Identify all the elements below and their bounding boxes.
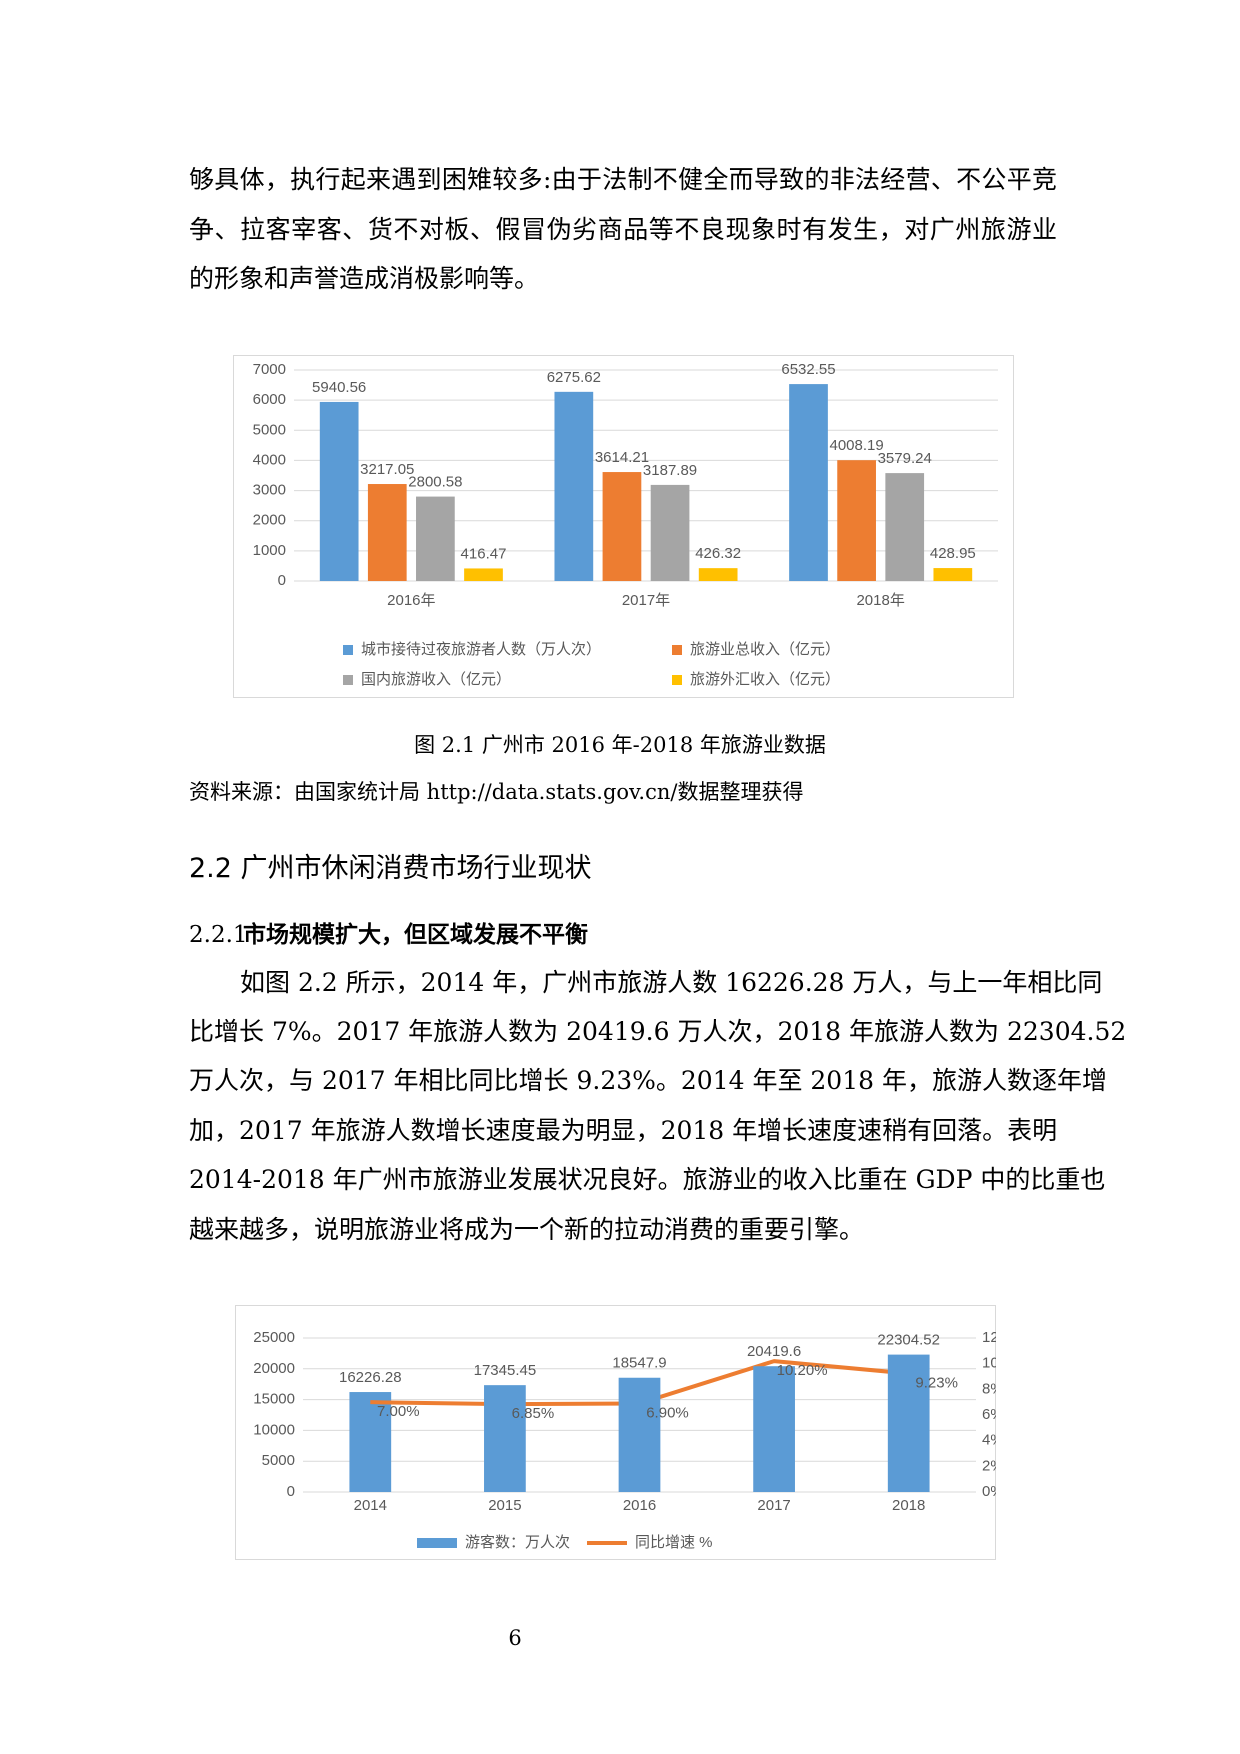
legend-swatch — [672, 675, 682, 685]
bar — [349, 1392, 392, 1492]
legend-label: 城市接待过夜旅游者人数（万人次） — [361, 641, 601, 658]
bar — [484, 1385, 526, 1492]
bar — [319, 401, 359, 581]
paragraph-line: 比增长 7%。2017 年旅游人数为 20419.6 万人次，2018 年旅游人… — [189, 1017, 1127, 1046]
data-label: 10.20% — [777, 1362, 828, 1379]
bar — [554, 391, 594, 581]
y-tick-label: 7000 — [253, 361, 286, 378]
y-tick-label: 1000 — [253, 542, 286, 559]
legend-swatch — [417, 1538, 457, 1548]
data-label: 22304.52 — [877, 1332, 940, 1349]
data-label: 2800.58 — [408, 474, 462, 491]
y2-tick-label: 8% — [982, 1380, 996, 1397]
y-tick-label: 15000 — [253, 1391, 295, 1408]
x-tick-label: 2016年 — [387, 592, 435, 609]
y-tick-label: 0 — [287, 1483, 295, 1500]
legend-swatch — [672, 645, 682, 655]
y-tick-label: 25000 — [253, 1329, 295, 1346]
data-label: 6.85% — [512, 1405, 555, 1422]
data-label: 4008.19 — [829, 437, 883, 454]
y-tick-label: 10000 — [253, 1421, 295, 1438]
bar — [789, 384, 828, 581]
data-label: 17345.45 — [474, 1362, 537, 1379]
figure-source: 资料来源：由国家统计局 http://data.stats.gov.cn/数据整… — [189, 780, 804, 804]
paragraph-line: 越来越多，说明旅游业将成为一个新的拉动消费的重要引擎。 — [189, 1215, 865, 1244]
y2-tick-label: 6% — [982, 1406, 996, 1423]
y2-tick-label: 12% — [982, 1329, 996, 1346]
subsection-number: 2.2.1 — [189, 922, 248, 948]
legend-label: 旅游外汇收入（亿元） — [690, 671, 840, 688]
bar — [933, 568, 973, 581]
bar — [618, 1377, 661, 1492]
chart: 0 5000 10000 15000 20000 25000 0% 2% 4% 6% 8% 10% 12… — [235, 1305, 996, 1560]
figure-caption: 图 2.1 广州市 2016 年-2018 年旅游业数据 — [414, 733, 826, 757]
chart: 0 1000 2000 3000 4000 5000 6000 7000 2016年 2017年 2… — [233, 355, 1014, 698]
paragraph-line: 的形象和声誉造成消极影响等。 — [189, 264, 540, 293]
bar — [887, 1354, 930, 1492]
bar — [464, 568, 503, 581]
bar — [885, 473, 925, 581]
x-tick-label: 2017 — [757, 1497, 790, 1514]
page-number: 6 — [508, 1626, 522, 1650]
x-tick-label: 2016 — [623, 1497, 656, 1514]
x-tick-label: 2018 — [892, 1497, 925, 1514]
data-label: 3579.24 — [878, 450, 932, 467]
bar — [753, 1366, 795, 1492]
legend-label: 同比增速 % — [635, 1534, 713, 1551]
data-label: 3614.21 — [595, 449, 649, 466]
bar — [698, 568, 738, 581]
data-label: 7.00% — [377, 1403, 420, 1420]
paragraph-line: 够具体，执行起来遇到困雉较多:由于法制不健全而导致的非法经营、不公平竞 — [189, 165, 1057, 194]
data-label: 3187.89 — [643, 462, 697, 479]
paragraph-line: 2014-2018 年广州市旅游业发展状况良好。旅游业的收入比重在 GDP 中的… — [189, 1165, 1106, 1194]
section-heading: 2.2 广州市休闲消费市场行业现状 — [189, 853, 592, 884]
x-tick-label: 2018年 — [856, 592, 904, 609]
y2-tick-label: 2% — [982, 1457, 996, 1474]
y-tick-label: 20000 — [253, 1360, 295, 1377]
x-tick-label: 2015 — [488, 1497, 521, 1514]
y-tick-label: 6000 — [253, 391, 286, 408]
data-label: 5940.56 — [312, 379, 366, 396]
data-label: 416.47 — [461, 545, 507, 562]
data-label: 6275.62 — [547, 369, 601, 386]
legend-swatch — [343, 645, 353, 655]
data-label: 426.32 — [695, 545, 741, 562]
y-tick-label: 0 — [278, 572, 286, 589]
bar — [416, 496, 455, 581]
paragraph-line: 加，2017 年旅游人数增长速度最为明显，2018 年增长速度速稍有回落。表明 — [189, 1116, 1058, 1145]
paragraph-line: 如图 2.2 所示，2014 年，广州市旅游人数 16226.28 万人，与上一… — [240, 968, 1103, 997]
y2-tick-label: 10% — [982, 1355, 996, 1372]
data-label: 6532.55 — [781, 361, 835, 378]
y-tick-label: 2000 — [253, 512, 286, 529]
legend-swatch — [343, 675, 353, 685]
legend-label: 游客数：万人次 — [465, 1534, 570, 1551]
y-tick-label: 4000 — [253, 451, 286, 468]
legend-label: 旅游业总收入（亿元） — [690, 641, 840, 658]
bar — [837, 460, 876, 581]
data-label: 428.95 — [930, 545, 976, 562]
data-label: 20419.6 — [747, 1343, 801, 1360]
y-tick-label: 5000 — [253, 421, 286, 438]
legend-label: 国内旅游收入（亿元） — [361, 671, 511, 688]
y2-tick-label: 4% — [982, 1432, 996, 1449]
data-label: 16226.28 — [339, 1369, 402, 1386]
x-tick-label: 2014 — [354, 1497, 387, 1514]
data-label: 3217.05 — [360, 461, 414, 478]
y-tick-label: 3000 — [253, 482, 286, 499]
subsection-title: 市场规模扩大，但区域发展不平衡 — [243, 922, 588, 948]
y-tick-label: 5000 — [262, 1452, 295, 1469]
bar — [650, 484, 690, 581]
data-label: 18547.9 — [612, 1355, 666, 1372]
paragraph-line: 争、拉客宰客、货不对板、假冒伪劣商品等不良现象时有发生，对广州旅游业 — [189, 215, 1057, 244]
y2-tick-label: 0% — [982, 1483, 996, 1500]
data-label: 6.90% — [646, 1404, 689, 1421]
paragraph-line: 万人次，与 2017 年相比同比增长 9.23%。2014 年至 2018 年，… — [189, 1066, 1107, 1095]
data-label: 9.23% — [915, 1375, 958, 1392]
x-tick-label: 2017年 — [622, 592, 670, 609]
bar — [602, 472, 642, 581]
bar — [367, 484, 407, 581]
